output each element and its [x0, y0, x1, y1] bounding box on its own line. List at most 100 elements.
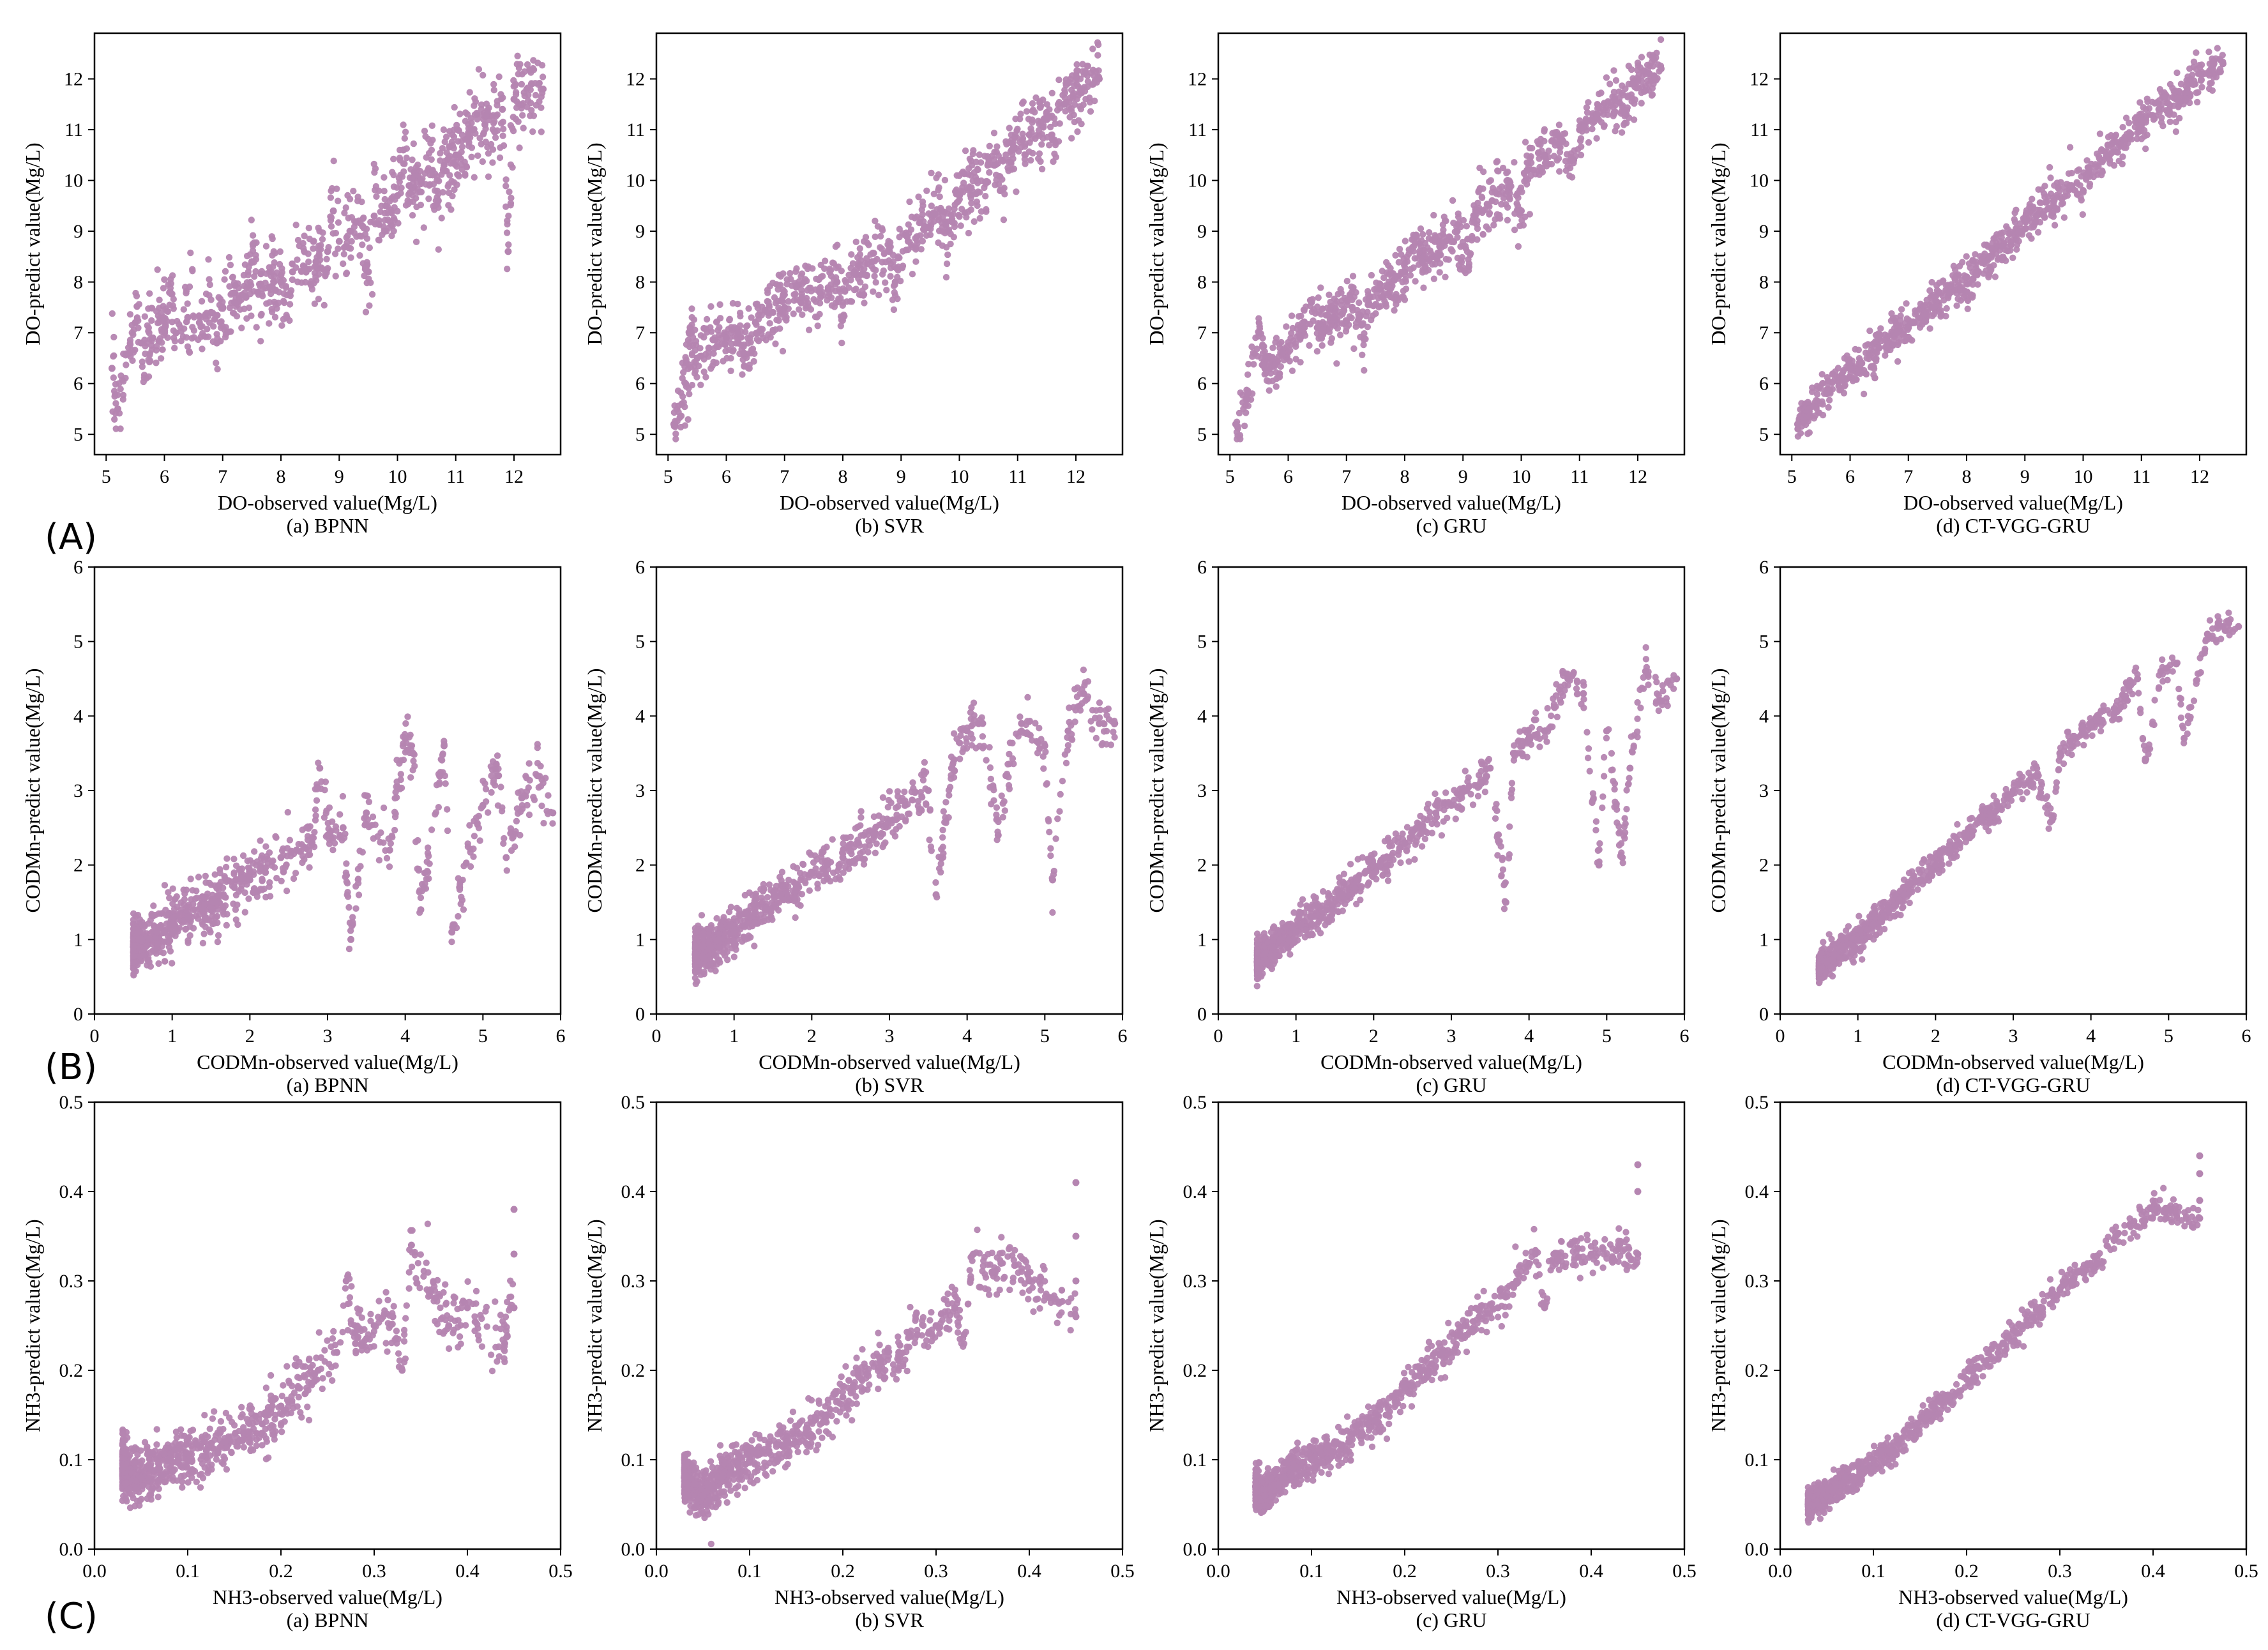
scatter-point [226, 304, 233, 312]
scatter-point [405, 201, 412, 208]
scatter-point [270, 278, 277, 285]
scatter-point [262, 893, 269, 901]
scatter-point [402, 720, 409, 727]
scatter-point [736, 322, 744, 329]
x-tick-label: 11 [1008, 466, 1027, 487]
scatter-point [199, 345, 206, 352]
scatter-point [909, 271, 916, 278]
y-tick-label: 9 [635, 221, 645, 242]
scatter-point [2184, 89, 2191, 96]
scatter-point [532, 91, 540, 99]
scatter-point [1241, 422, 1248, 430]
scatter-point [1094, 52, 1101, 59]
scatter-point [223, 855, 231, 862]
scatter-point [2079, 211, 2086, 218]
scatter-point [1019, 130, 1026, 137]
scatter-point [1355, 314, 1362, 321]
scatter-point [942, 220, 949, 227]
scatter-point [1266, 387, 1273, 394]
scatter-point [2150, 116, 2158, 123]
scatter-point [716, 315, 724, 322]
scatter-point [1006, 125, 1013, 132]
scatter-point [174, 317, 181, 325]
scatter-point [517, 831, 524, 839]
x-tick-label: 11 [1570, 466, 1589, 487]
scatter-point [257, 280, 264, 287]
scatter-point [2174, 69, 2181, 77]
scatter-point [231, 279, 238, 286]
scatter-point [335, 219, 342, 226]
scatter-point [804, 265, 812, 273]
scatter-point [412, 238, 420, 245]
scatter-point [1426, 229, 1433, 236]
scatter-point [1306, 342, 1313, 349]
scatter-point [421, 128, 428, 135]
scatter-point [1272, 338, 1279, 346]
scatter-point [395, 220, 402, 227]
scatter-point [123, 361, 130, 368]
scatter-point [805, 326, 813, 333]
scatter-point [1577, 151, 1585, 158]
scatter-point [266, 849, 273, 856]
scatter-point [161, 882, 169, 889]
data-point [996, 187, 1004, 194]
scatter-point [315, 296, 322, 303]
scatter-point [1504, 204, 1511, 211]
data-point [448, 928, 456, 936]
scatter-point [184, 907, 192, 914]
scatter-point [222, 268, 229, 275]
scatter-point [1449, 248, 1456, 255]
scatter-point [1273, 383, 1280, 390]
x-tick-label: 10 [388, 466, 407, 487]
x-tick-label: 10 [2074, 466, 2093, 487]
scatter-point [2046, 163, 2053, 171]
data-point [1905, 324, 1912, 331]
scatter-point [345, 945, 353, 953]
x-tick-label: 7 [1903, 466, 1913, 487]
scatter-point [1929, 312, 1936, 319]
y-tick-label: 2 [73, 855, 83, 876]
data-point [921, 222, 928, 230]
scatter-point [305, 224, 312, 232]
scatter-point [530, 112, 538, 119]
y-tick-label: 7 [635, 322, 645, 344]
scatter-point [1541, 160, 1549, 167]
scatter-point [2209, 59, 2216, 66]
scatter-point [1029, 100, 1036, 107]
scatter-point [489, 146, 497, 153]
data-point [527, 80, 535, 87]
scatter-point [1474, 199, 1481, 207]
scatter-point [2011, 209, 2018, 216]
scatter-point [983, 206, 990, 213]
y-tick-label: 9 [73, 221, 83, 242]
row-label-b: (B) [45, 1047, 97, 1088]
scatter-point [485, 809, 492, 816]
scatter-point [1536, 171, 1543, 178]
scatter-point [499, 132, 506, 139]
scatter-point [252, 888, 259, 895]
scatter-point [364, 816, 372, 823]
scatter-point [1349, 273, 1357, 280]
scatter-point [1082, 70, 1089, 77]
scatter-point [1498, 201, 1505, 208]
y-tick-label: 4 [73, 706, 83, 727]
data-point [1875, 344, 1883, 352]
scatter-point [992, 171, 1000, 179]
scatter-point [273, 875, 280, 882]
scatter-point [2166, 80, 2174, 88]
scatter-point [995, 181, 1002, 188]
scatter-point [444, 806, 451, 813]
scatter-point [158, 346, 166, 353]
scatter-point [1402, 278, 1409, 285]
scatter-point [1603, 74, 1610, 81]
scatter-point [290, 875, 298, 882]
scatter-point [861, 271, 869, 279]
scatter-point [361, 792, 368, 799]
scatter-point [549, 820, 556, 827]
panel-caption: (a) BPNN [287, 1073, 369, 1096]
scatter-point [471, 174, 478, 181]
scatter-point [707, 365, 714, 372]
scatter-point [1503, 169, 1510, 177]
scatter-point [267, 290, 275, 298]
y-axis-label: DO-predict value(Mg/L) [1145, 142, 1168, 345]
